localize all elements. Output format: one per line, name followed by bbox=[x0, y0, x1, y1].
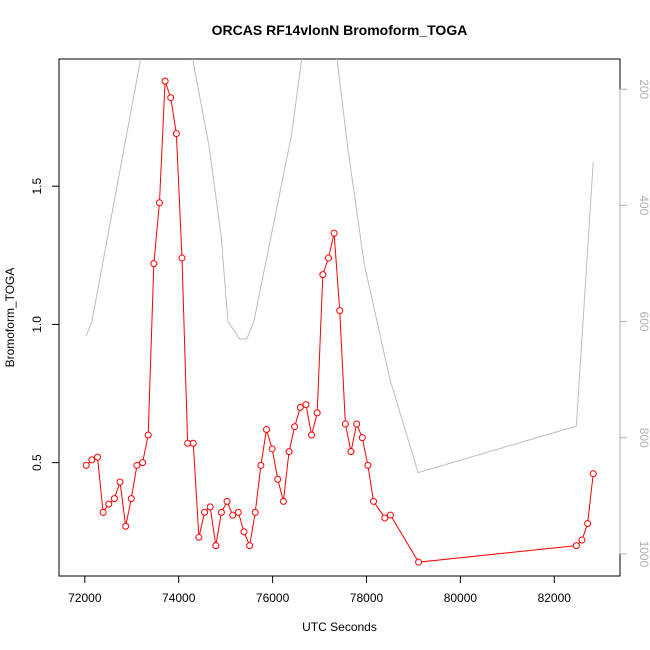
data-point bbox=[285, 448, 293, 456]
data-point bbox=[341, 420, 349, 428]
data-point bbox=[268, 445, 276, 453]
data-point bbox=[133, 461, 141, 469]
data-point bbox=[313, 409, 321, 417]
data-point bbox=[572, 542, 580, 550]
data-point bbox=[167, 94, 175, 102]
data-point bbox=[122, 522, 130, 530]
data-point bbox=[302, 401, 310, 409]
data-point bbox=[206, 503, 214, 511]
data-point bbox=[353, 420, 361, 428]
y-axis-label: Bromoform_TOGA bbox=[3, 268, 17, 368]
data-point bbox=[229, 511, 237, 519]
data-point bbox=[82, 461, 90, 469]
red-series-line bbox=[85, 80, 594, 563]
data-point bbox=[116, 478, 124, 486]
data-point bbox=[257, 461, 265, 469]
data-point bbox=[336, 307, 344, 315]
y2-tick-label: 600 bbox=[637, 312, 650, 332]
data-point bbox=[578, 536, 586, 544]
axes: 72000 74000 76000 78000 80000 82000 0.5 1.0 1.5 2… bbox=[30, 79, 650, 605]
data-point bbox=[251, 508, 259, 516]
data-point bbox=[93, 453, 101, 461]
x-tick-label: 72000 bbox=[68, 591, 102, 605]
data-point bbox=[279, 497, 287, 505]
x-axis-label: UTC Seconds bbox=[302, 620, 377, 634]
x-tick-label: 78000 bbox=[350, 591, 384, 605]
data-point bbox=[105, 500, 113, 508]
data-point bbox=[172, 130, 180, 138]
data-point bbox=[189, 439, 197, 447]
data-point bbox=[347, 448, 355, 456]
x-tick-label: 82000 bbox=[538, 591, 572, 605]
data-point bbox=[155, 199, 163, 207]
data-point bbox=[364, 461, 372, 469]
data-point bbox=[370, 497, 378, 505]
data-point bbox=[234, 508, 242, 516]
y2-tick-label: 1000 bbox=[637, 541, 650, 568]
gray-series-line bbox=[85, 59, 594, 474]
data-point bbox=[195, 533, 203, 541]
data-point bbox=[201, 508, 209, 516]
red-series bbox=[82, 77, 597, 566]
data-point bbox=[358, 434, 366, 442]
data-point bbox=[330, 229, 338, 237]
data-point bbox=[308, 431, 316, 439]
data-point bbox=[240, 528, 248, 536]
data-point bbox=[184, 439, 192, 447]
data-point bbox=[150, 260, 158, 268]
data-point bbox=[178, 254, 186, 262]
data-point bbox=[291, 423, 299, 431]
data-point bbox=[223, 497, 231, 505]
data-point bbox=[139, 459, 147, 467]
y-tick-label: 0.5 bbox=[30, 454, 44, 471]
gray-series bbox=[85, 59, 594, 474]
data-point bbox=[324, 254, 332, 262]
x-tick-label: 76000 bbox=[256, 591, 290, 605]
data-point bbox=[99, 508, 107, 516]
data-point bbox=[246, 542, 254, 550]
data-point bbox=[381, 514, 389, 522]
data-point bbox=[217, 508, 225, 516]
data-point bbox=[584, 519, 592, 527]
data-point bbox=[161, 77, 169, 85]
y2-tick-label: 200 bbox=[637, 79, 650, 99]
data-point bbox=[212, 542, 220, 550]
plot-frame bbox=[58, 58, 621, 577]
data-point bbox=[415, 558, 423, 566]
data-point bbox=[88, 456, 96, 464]
y2-tick-label: 400 bbox=[637, 195, 650, 215]
data-point bbox=[296, 403, 304, 411]
y-tick-label: 1.0 bbox=[30, 316, 44, 333]
data-point bbox=[110, 495, 118, 503]
y-tick-label: 1.5 bbox=[30, 178, 44, 195]
x-tick-label: 80000 bbox=[444, 591, 478, 605]
data-point bbox=[319, 271, 327, 279]
data-point bbox=[386, 511, 394, 519]
data-point bbox=[262, 425, 270, 433]
y2-tick-label: 800 bbox=[637, 428, 650, 448]
data-point bbox=[274, 475, 282, 483]
x-tick-label: 74000 bbox=[162, 591, 196, 605]
data-point bbox=[144, 431, 152, 439]
chart-title: ORCAS RF14vlonN Bromoform_TOGA bbox=[212, 22, 468, 38]
data-point bbox=[127, 495, 135, 503]
data-point bbox=[589, 470, 597, 478]
